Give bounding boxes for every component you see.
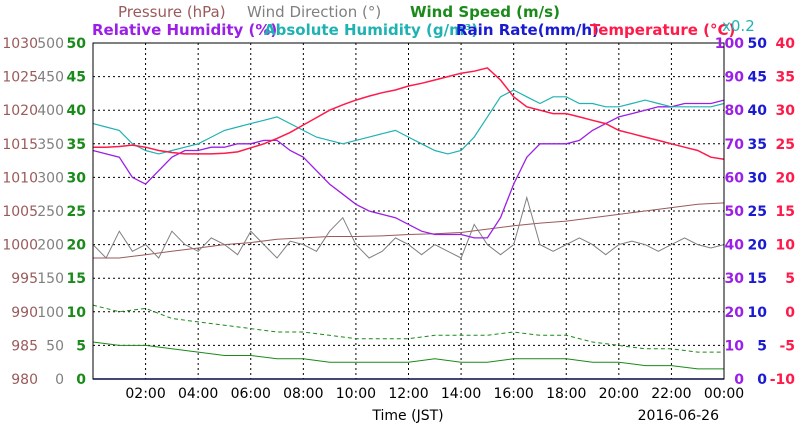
legend-absolute-humidity: Absolute Humidity (g/m³) bbox=[264, 21, 478, 39]
y-tick-temperature: 25 bbox=[776, 137, 795, 153]
legend-temperature: Temperature (°C) bbox=[590, 21, 735, 39]
y-tick-rain-rate: 20 bbox=[748, 238, 768, 254]
y-tick-humidity: 40 bbox=[725, 238, 745, 254]
y-tick-wind-direction: 300 bbox=[37, 170, 64, 186]
axis-ticks: 02:00 04:00 06:00 08:00 10:00 12:00 14:00 16:00… bbox=[2, 36, 795, 402]
y-tick-wind-speed: 45 bbox=[67, 70, 86, 86]
y-tick-pressure: 1005 bbox=[2, 204, 38, 220]
y-tick-temperature: 30 bbox=[776, 103, 796, 119]
x-tick-label: 00:00 bbox=[704, 386, 744, 402]
series-wind-speed bbox=[92, 341, 724, 370]
y-tick-rain-rate: 45 bbox=[748, 70, 767, 86]
series-wind-direction bbox=[92, 195, 725, 259]
y-tick-temperature: 5 bbox=[785, 271, 795, 287]
y-tick-temperature: 0 bbox=[785, 305, 795, 321]
y-tick-wind-speed: 20 bbox=[67, 238, 87, 254]
y-tick-pressure: 990 bbox=[11, 305, 38, 321]
series-humidity bbox=[92, 99, 725, 239]
x-tick-label: 12:00 bbox=[388, 386, 428, 402]
y-tick-rain-rate: 35 bbox=[748, 137, 767, 153]
y-tick-pressure: 1025 bbox=[2, 70, 38, 86]
y-tick-temperature: 40 bbox=[776, 36, 796, 52]
y-tick-wind-speed: 15 bbox=[67, 271, 86, 287]
y-tick-temperature: -5 bbox=[779, 338, 795, 354]
y-tick-pressure: 1020 bbox=[2, 103, 38, 119]
legend-rain-rate: Rain Rate(mm/h) bbox=[456, 21, 599, 39]
y-tick-rain-rate: 0 bbox=[757, 372, 767, 388]
y-tick-humidity: 20 bbox=[725, 305, 745, 321]
x-tick-label: 02:00 bbox=[125, 386, 165, 402]
y-tick-wind-speed: 50 bbox=[67, 36, 87, 52]
x-tick-label: 06:00 bbox=[231, 386, 271, 402]
x-tick-label: 10:00 bbox=[336, 386, 376, 402]
y-tick-rain-rate: 30 bbox=[748, 170, 768, 186]
y-tick-wind-speed: 40 bbox=[67, 103, 87, 119]
series-abs-humidity bbox=[92, 89, 725, 155]
y-tick-wind-speed: 25 bbox=[67, 204, 86, 220]
y-tick-pressure: 1015 bbox=[2, 137, 38, 153]
y-tick-wind-direction: 250 bbox=[37, 204, 64, 220]
y-tick-wind-direction: 400 bbox=[37, 103, 64, 119]
plot-frame bbox=[92, 42, 725, 380]
series-pressure bbox=[93, 202, 725, 259]
y-tick-humidity: 30 bbox=[725, 271, 745, 287]
y-tick-rain-rate: 40 bbox=[748, 103, 768, 119]
y-tick-wind-direction: 200 bbox=[37, 238, 64, 254]
x-tick-label: 04:00 bbox=[178, 386, 218, 402]
y-tick-wind-direction: 350 bbox=[37, 137, 64, 153]
y-tick-temperature: -10 bbox=[770, 372, 796, 388]
y-tick-pressure: 1010 bbox=[2, 170, 38, 186]
legend-wind-direction: Wind Direction (°) bbox=[247, 3, 381, 21]
y-tick-rain-rate: 50 bbox=[748, 36, 768, 52]
x-tick-label: 16:00 bbox=[493, 386, 533, 402]
y-tick-humidity: 10 bbox=[725, 338, 745, 354]
x-tick-label: 18:00 bbox=[546, 386, 586, 402]
abs-humidity-scale-note: x0.2 bbox=[722, 17, 755, 35]
y-tick-wind-direction: 150 bbox=[37, 271, 64, 287]
y-tick-pressure: 1000 bbox=[2, 238, 38, 254]
y-tick-humidity: 80 bbox=[725, 103, 745, 119]
y-tick-temperature: 20 bbox=[776, 170, 796, 186]
x-axis-label: Time (JST) bbox=[371, 408, 443, 424]
y-tick-rain-rate: 25 bbox=[748, 204, 767, 220]
y-tick-humidity: 60 bbox=[725, 170, 745, 186]
y-tick-rain-rate: 10 bbox=[748, 305, 768, 321]
y-tick-pressure: 985 bbox=[11, 338, 38, 354]
series-wind-speed bbox=[92, 304, 724, 353]
y-tick-wind-direction: 450 bbox=[37, 70, 64, 86]
chart-date: 2016-06-26 bbox=[638, 408, 719, 424]
series-temperature bbox=[93, 67, 725, 161]
x-tick-label: 08:00 bbox=[283, 386, 323, 402]
y-tick-wind-direction: 0 bbox=[55, 372, 64, 388]
y-tick-rain-rate: 15 bbox=[748, 271, 767, 287]
y-tick-temperature: 15 bbox=[776, 204, 795, 220]
legend-pressure: Pressure (hPa) bbox=[118, 3, 226, 21]
y-tick-rain-rate: 5 bbox=[757, 338, 767, 354]
y-tick-humidity: 0 bbox=[734, 372, 744, 388]
y-tick-wind-speed: 30 bbox=[67, 170, 87, 186]
x-tick-label: 14:00 bbox=[441, 386, 481, 402]
x-tick-label: 20:00 bbox=[599, 386, 639, 402]
y-tick-wind-direction: 500 bbox=[37, 36, 64, 52]
legend-relative-humidity: Relative Humidity (%) bbox=[92, 21, 277, 39]
y-tick-pressure: 1030 bbox=[2, 36, 38, 52]
y-tick-humidity: 100 bbox=[715, 36, 744, 52]
y-tick-humidity: 50 bbox=[725, 204, 745, 220]
legend-wind-speed: Wind Speed (m/s) bbox=[410, 3, 560, 21]
y-tick-wind-speed: 10 bbox=[67, 305, 87, 321]
y-tick-temperature: 10 bbox=[776, 238, 796, 254]
y-tick-wind-speed: 0 bbox=[76, 372, 86, 388]
y-tick-wind-speed: 5 bbox=[76, 338, 86, 354]
y-tick-pressure: 995 bbox=[11, 271, 38, 287]
y-tick-wind-direction: 50 bbox=[46, 338, 64, 354]
x-tick-label: 22:00 bbox=[651, 386, 691, 402]
y-tick-wind-direction: 100 bbox=[37, 305, 64, 321]
grid bbox=[93, 43, 724, 379]
y-tick-humidity: 90 bbox=[725, 70, 745, 86]
y-tick-pressure: 980 bbox=[11, 372, 38, 388]
y-tick-temperature: 35 bbox=[776, 70, 795, 86]
y-tick-humidity: 70 bbox=[725, 137, 745, 153]
y-tick-wind-speed: 35 bbox=[67, 137, 86, 153]
